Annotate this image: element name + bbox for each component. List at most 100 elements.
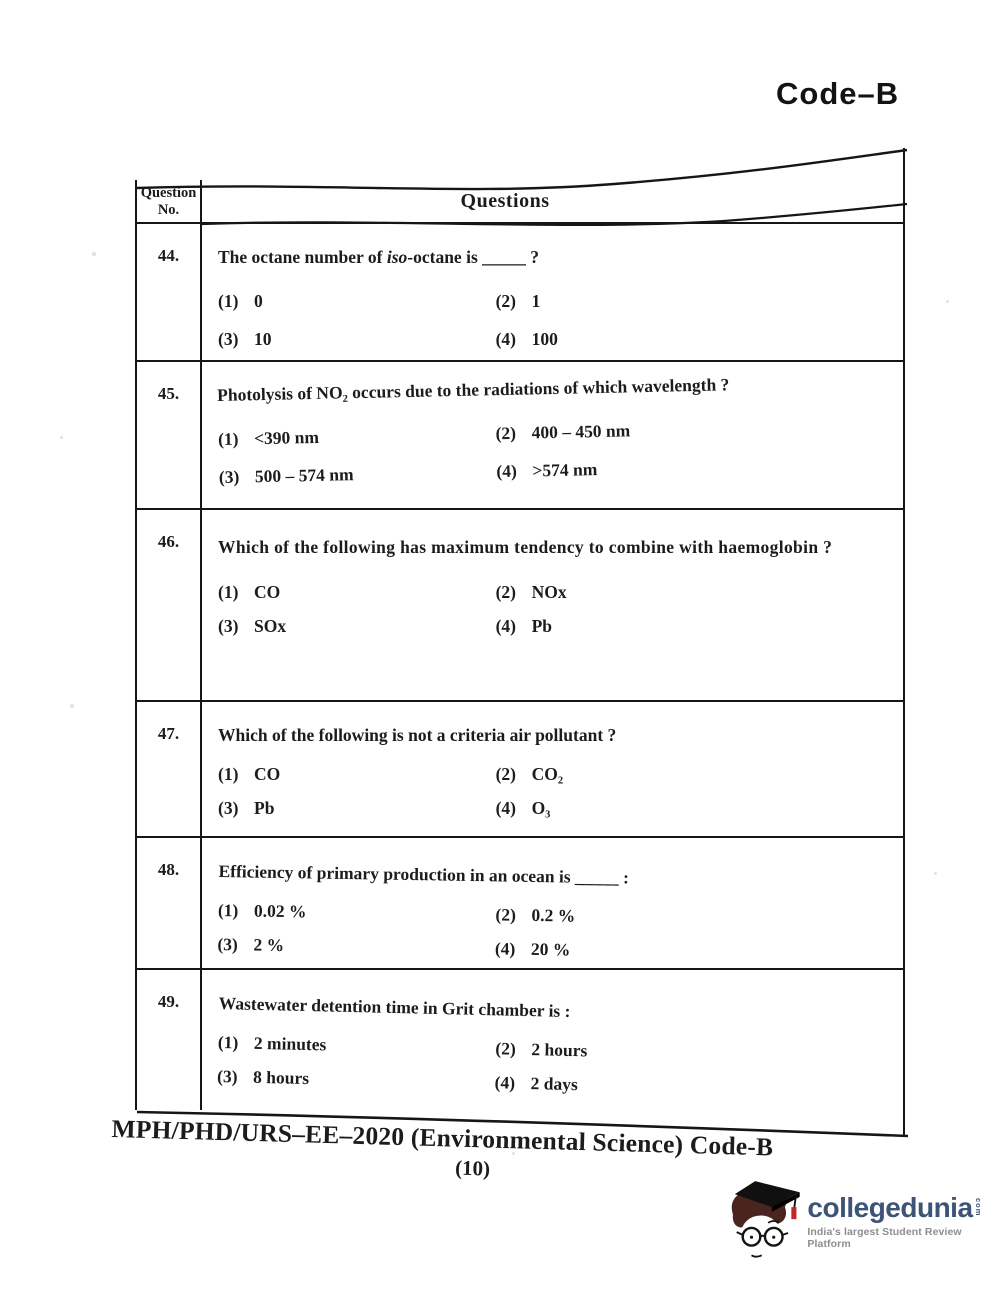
- option: (2) 1: [496, 291, 895, 312]
- question-cell: Efficiency of primary production in an o…: [202, 838, 903, 968]
- question-content: Which of the following has maximum tende…: [218, 530, 895, 637]
- table-header-row: Question No. Questions: [137, 180, 903, 222]
- option: (3) Pb: [218, 798, 496, 819]
- question-text: Which of the following has maximum tende…: [218, 537, 833, 557]
- question-number: 49.: [137, 970, 202, 1110]
- question-number: 45.: [137, 362, 202, 508]
- right-border-bottom-extension: [903, 1109, 906, 1136]
- question-content: Efficiency of primary production in an o…: [217, 858, 895, 966]
- option-label: (4): [496, 461, 517, 482]
- option-label: (4): [495, 329, 516, 350]
- option-value: CO: [254, 581, 281, 602]
- option: (3) SOx: [218, 616, 496, 637]
- option-value: 0.02 %: [253, 900, 307, 922]
- option: (2) 0.2 %: [495, 905, 895, 932]
- option-value: CO₂: [531, 764, 564, 785]
- option: (1) CO: [218, 764, 496, 785]
- option: (2) 2 hours: [495, 1039, 895, 1069]
- option-label: (4): [495, 615, 516, 636]
- option-label: (1): [217, 900, 239, 921]
- question-row: 45. Photolysis of NO₂ occurs due to the …: [137, 360, 903, 508]
- question-cell: The octane number of iso-octane is _____…: [202, 224, 903, 360]
- option: (2) 400 – 450 nm: [495, 415, 895, 444]
- question-text-pre: The octane number of: [218, 247, 387, 267]
- collegedunia-logo-text: collegedunia com India's largest Student…: [807, 1194, 1002, 1251]
- option: (4) >574 nm: [496, 453, 896, 482]
- option-label: (2): [495, 581, 516, 602]
- option-value: Pb: [254, 798, 275, 819]
- question-number: 46.: [137, 510, 202, 700]
- options-grid: (1) 2 minutes (2) 2 hours (3) 8 hours (4) 2 …: [217, 1032, 895, 1102]
- question-text: The octane number of iso-octane is _____…: [218, 244, 895, 270]
- option-label: (1): [218, 581, 239, 602]
- question-row: 48. Efficiency of primary production in …: [137, 836, 903, 968]
- option-label: (1): [218, 291, 239, 312]
- option: (4) 2 days: [494, 1073, 894, 1103]
- questions-table: Question No. Questions 44. The octane nu…: [135, 148, 909, 1138]
- option: (3) 2 %: [217, 934, 495, 959]
- option-label: (3): [218, 466, 240, 488]
- question-cell: Photolysis of NO₂ occurs due to the radi…: [202, 362, 903, 508]
- brand-row: collegedunia com: [807, 1194, 1002, 1222]
- question-text: Which of the following is not a criteria…: [218, 725, 617, 745]
- question-number: 47.: [137, 702, 202, 836]
- scan-speck: [60, 436, 63, 439]
- options-grid: (1) CO (2) CO₂ (3) Pb (4) O₃: [218, 764, 895, 819]
- option-value: SOx: [254, 615, 287, 636]
- option-label: (4): [494, 1072, 516, 1093]
- option-label: (2): [495, 764, 516, 785]
- option-label: (1): [217, 1032, 239, 1053]
- option-label: (4): [494, 938, 516, 959]
- option-value: 400 – 450 nm: [531, 420, 631, 443]
- option-label: (2): [495, 291, 516, 312]
- option-label: (1): [217, 428, 239, 450]
- brand-tagline: India's largest Student Review Platform: [807, 1226, 962, 1250]
- option-value: 2 %: [253, 934, 285, 956]
- question-cell: Wastewater detention time in Grit chambe…: [202, 970, 903, 1110]
- question-row: 49. Wastewater detention time in Grit ch…: [137, 968, 903, 1110]
- option: (1) 2 minutes: [218, 1032, 496, 1059]
- question-content: The octane number of iso-octane is _____…: [218, 244, 895, 350]
- option-value: 500 – 574 nm: [254, 464, 354, 487]
- option-value: NOx: [531, 581, 567, 602]
- question-row: 46. Which of the following has maximum t…: [137, 508, 903, 700]
- option-value: 0: [254, 291, 263, 312]
- option-label: (4): [495, 798, 516, 819]
- scan-speck: [92, 252, 96, 256]
- option-value: <390 nm: [253, 427, 320, 449]
- question-text-post: -octane is _____ ?: [407, 247, 540, 267]
- scan-speck: [70, 704, 74, 708]
- question-text: Efficiency of primary production in an o…: [218, 861, 630, 888]
- option: (4) Pb: [496, 616, 895, 637]
- options-grid: (1) <390 nm (2) 400 – 450 nm (3) 500 – 574 …: [218, 415, 896, 488]
- col-header-question-no: Question No.: [137, 180, 202, 222]
- paper-code-label: Code–B: [776, 76, 900, 111]
- options-grid: (1) 0.02 % (2) 0.2 % (3) 2 % (4) 20 %: [217, 900, 895, 966]
- option: (4) O₃: [496, 798, 895, 819]
- scan-speck: [512, 1152, 515, 1155]
- question-content: Which of the following is not a criteria…: [218, 722, 895, 819]
- option-label: (3): [218, 798, 239, 819]
- option-label: (3): [218, 329, 239, 350]
- option-value: 0.2 %: [531, 905, 576, 926]
- question-content: Wastewater detention time in Grit chambe…: [217, 990, 896, 1103]
- option-label: (2): [495, 1038, 517, 1060]
- option: (4) 100: [496, 329, 895, 350]
- option-value: CO: [254, 764, 281, 785]
- option: (3) 500 – 574 nm: [219, 461, 497, 488]
- question-number: 48.: [137, 838, 202, 968]
- option-value: 100: [531, 329, 558, 350]
- option-value: 1: [531, 291, 541, 312]
- option: (1) CO: [218, 582, 496, 603]
- option: (1) 0: [218, 291, 496, 312]
- scan-speck: [934, 872, 937, 875]
- option: (4) 20 %: [495, 939, 895, 966]
- scan-speck: [946, 300, 949, 303]
- brand-domain-suffix: com: [974, 1198, 984, 1217]
- question-text: Wastewater detention time in Grit chambe…: [218, 993, 571, 1021]
- question-row: 47. Which of the following is not a crit…: [137, 700, 903, 836]
- right-border-top-extension: [903, 148, 906, 182]
- option: (1) 0.02 %: [218, 900, 496, 925]
- question-number: 44.: [137, 224, 202, 360]
